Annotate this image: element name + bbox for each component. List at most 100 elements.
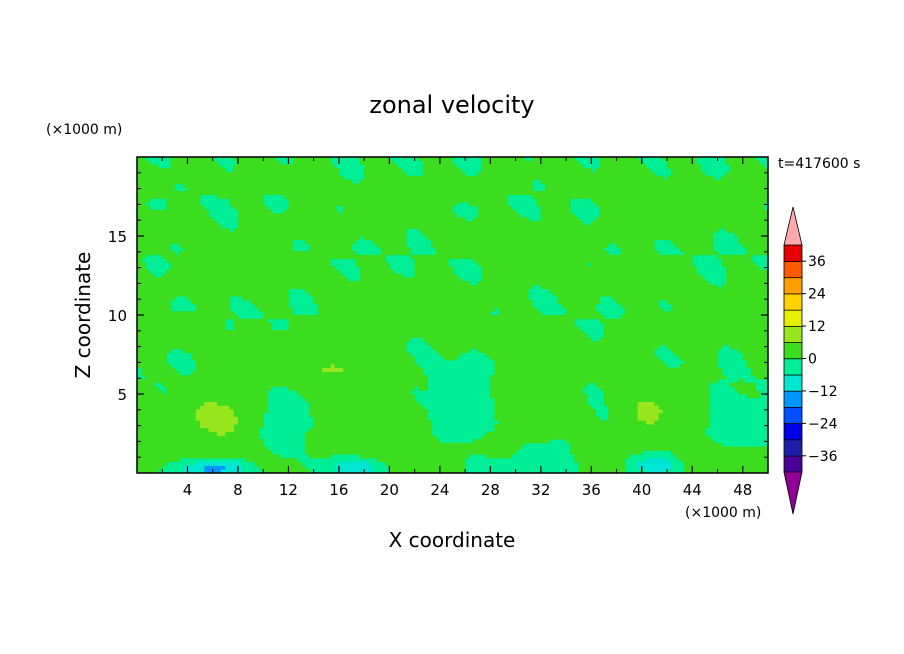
contour-cell [137, 348, 172, 354]
contour-cell [309, 292, 529, 297]
contour-cell [183, 465, 205, 470]
contour-cell [671, 172, 706, 177]
contour-cell [225, 465, 243, 470]
contour-cell [608, 409, 638, 414]
contour-cell [566, 307, 596, 312]
contour-cell [237, 217, 466, 222]
contour-cell [725, 273, 769, 278]
colorbar-extend-max [783, 206, 803, 246]
colorbar-segment [783, 390, 803, 408]
contour-cell [225, 431, 260, 436]
contour-cell [591, 220, 769, 226]
contour-cell [389, 465, 466, 470]
contour-cell [195, 412, 235, 417]
contour-cell [288, 205, 336, 211]
contour-cell [237, 224, 769, 229]
contour-cell [137, 198, 151, 203]
contour-cell [200, 405, 230, 410]
contour-cell [717, 254, 752, 259]
contour-cell [658, 405, 710, 410]
contour-cell [137, 457, 180, 463]
colorbar-segment [783, 260, 803, 279]
contour-cell [477, 209, 516, 214]
contour-cell [671, 168, 702, 173]
contour-cell [137, 337, 411, 342]
contour-cell [578, 465, 626, 470]
colorbar-segment [783, 341, 803, 360]
contour-cell [683, 461, 769, 466]
x-tick-label: 16 [329, 481, 348, 499]
contour-cell [200, 424, 235, 429]
contour-cell [355, 262, 390, 267]
contour-cell [137, 352, 167, 357]
contour-cell [183, 183, 533, 188]
contour-cell [490, 394, 588, 399]
contour-cell [608, 412, 638, 417]
contour-cell [746, 247, 769, 252]
contour-cell [359, 179, 533, 184]
contour-cell [494, 405, 592, 410]
contour-cell [195, 307, 230, 312]
contour-cell [494, 409, 596, 414]
contour-cell [364, 175, 664, 180]
contour-cell [221, 469, 243, 474]
contour-cell [490, 390, 584, 395]
contour-cell [137, 341, 407, 346]
contour-cell [305, 239, 357, 244]
contour-cell [187, 296, 230, 301]
contour-cell [137, 416, 197, 421]
contour-cell [469, 202, 508, 207]
contour-cell [195, 360, 416, 365]
time-label: t=417600 s [778, 156, 860, 172]
contour-cell [490, 378, 718, 384]
contour-cell [137, 465, 163, 470]
contour-cell [599, 160, 643, 165]
contour-cell [473, 258, 693, 263]
contour-cell [216, 401, 268, 406]
contour-cell [137, 277, 348, 282]
x-unit-label: (×1000 m) [685, 505, 761, 521]
contour-cell [137, 356, 167, 361]
x-tick-label: 44 [683, 481, 702, 499]
contour-cell [183, 247, 294, 252]
contour-cell [254, 461, 302, 466]
contour-cell [380, 247, 411, 252]
contour-cell [553, 292, 769, 297]
contour-cell [654, 420, 710, 425]
contour-cell [481, 160, 580, 165]
contour-cell [166, 269, 340, 275]
contour-cell [309, 243, 352, 248]
contour-cell [359, 157, 390, 162]
contour-cell [317, 307, 495, 312]
contour-cell [309, 409, 428, 414]
contour-cell [166, 390, 268, 395]
contour-cell [322, 367, 344, 372]
contour-cell [364, 236, 407, 241]
x-tick-label: 48 [733, 481, 752, 499]
contour-cell [599, 209, 769, 214]
contour-cell [423, 337, 592, 342]
contour-cell [137, 442, 264, 448]
contour-cell [137, 322, 226, 327]
contour-cell [481, 168, 592, 173]
contour-cell [137, 258, 142, 263]
contour-cell [477, 213, 521, 218]
contour-cell [603, 326, 769, 331]
contour-cell [233, 424, 264, 429]
contour-cell [137, 247, 172, 252]
chart-title: zonal velocity [369, 91, 534, 119]
contour-cell [490, 356, 660, 361]
contour-cell [751, 371, 769, 376]
contour-cell [179, 251, 357, 256]
contour-cell [532, 157, 575, 162]
contour-cell [477, 348, 655, 354]
contour-cell [414, 262, 449, 267]
contour-cell [137, 224, 222, 229]
contour-cell [494, 416, 601, 421]
contour-cell [599, 213, 769, 218]
contour-cell [385, 461, 466, 466]
contour-cell [477, 205, 512, 211]
contour-cell [746, 363, 769, 369]
contour-cell [671, 348, 718, 354]
contour-cell [305, 442, 525, 448]
